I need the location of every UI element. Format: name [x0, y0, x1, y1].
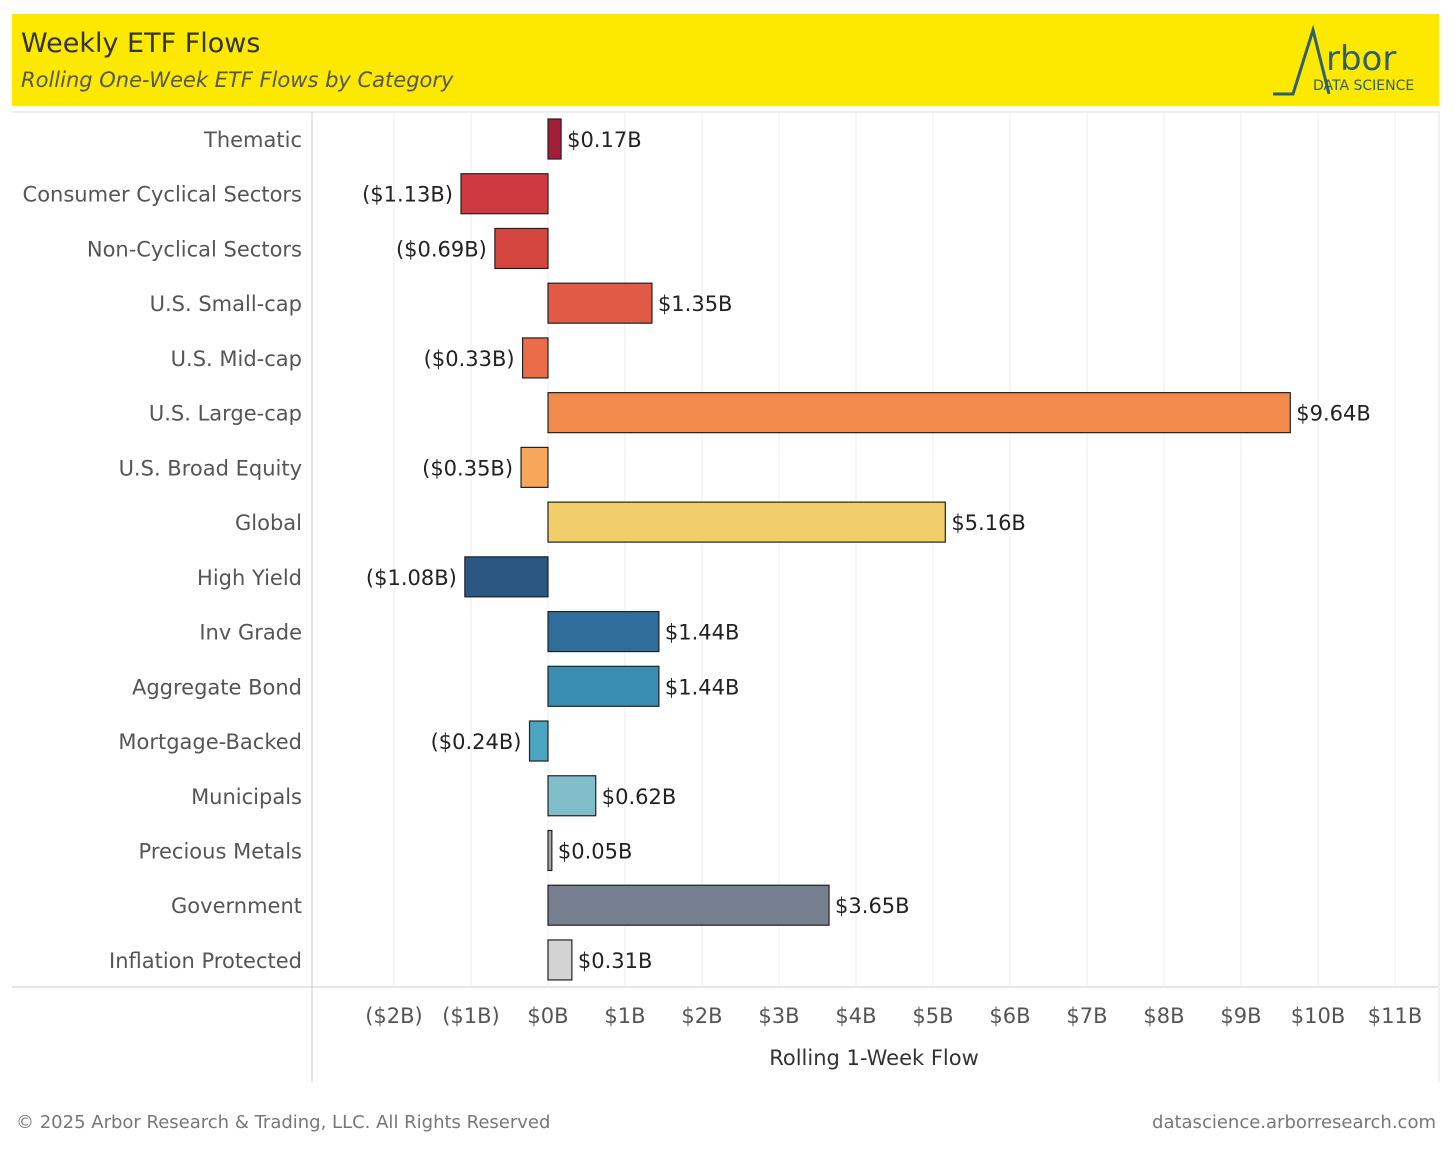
- bar: [460, 173, 549, 215]
- x-tick-label: $7B: [1066, 1004, 1107, 1028]
- copyright-text: © 2025 Arbor Research & Trading, LLC. Al…: [16, 1112, 551, 1133]
- category-label: Global: [235, 511, 302, 535]
- x-tick-label: $0B: [527, 1004, 568, 1028]
- category-label: Municipals: [191, 785, 302, 809]
- category-label: Precious Metals: [139, 839, 302, 863]
- value-label: $0.05B: [558, 839, 633, 863]
- value-label: ($0.35B): [422, 456, 513, 480]
- value-label: $0.62B: [602, 785, 677, 809]
- value-label: $0.31B: [578, 949, 653, 973]
- value-label: ($1.08B): [366, 566, 457, 590]
- x-tick-label: $9B: [1220, 1004, 1261, 1028]
- category-label: Non-Cyclical Sectors: [87, 237, 302, 261]
- x-tick-label: $5B: [912, 1004, 953, 1028]
- category-label: Consumer Cyclical Sectors: [23, 183, 302, 207]
- value-label: ($0.69B): [396, 237, 487, 261]
- value-label: ($0.33B): [424, 347, 515, 371]
- category-label: Government: [171, 894, 302, 918]
- x-tick-label: $6B: [989, 1004, 1030, 1028]
- category-label: Thematic: [203, 128, 302, 152]
- bar: [547, 501, 946, 543]
- value-label: ($1.13B): [362, 183, 453, 207]
- x-tick-label: $10B: [1291, 1004, 1346, 1028]
- bar: [464, 556, 549, 598]
- category-label: Inv Grade: [199, 621, 302, 645]
- arbor-logo: rbor DATA SCIENCE: [1273, 24, 1414, 96]
- category-label: High Yield: [197, 566, 302, 590]
- chart-title: Weekly ETF Flows: [21, 28, 261, 59]
- bar: [547, 282, 653, 324]
- website-link[interactable]: datascience.arborresearch.com: [1152, 1112, 1436, 1133]
- x-tick-label: $4B: [835, 1004, 876, 1028]
- header-banner: Weekly ETF Flows Rolling One-Week ETF Fl…: [12, 14, 1439, 106]
- value-label: $5.16B: [951, 511, 1026, 535]
- bar: [547, 610, 660, 653]
- value-label: $1.44B: [665, 675, 740, 699]
- category-label: U.S. Mid-cap: [171, 347, 302, 371]
- bar: [547, 775, 597, 817]
- bar: [547, 884, 830, 926]
- svg-text:DATA SCIENCE: DATA SCIENCE: [1313, 78, 1414, 94]
- bar: [521, 337, 549, 379]
- category-label: U.S. Broad Equity: [119, 456, 302, 480]
- category-label: Aggregate Bond: [132, 675, 302, 699]
- x-tick-label: ($1B): [442, 1004, 500, 1028]
- svg-text:rbor: rbor: [1326, 39, 1396, 79]
- x-tick-label: $1B: [604, 1004, 645, 1028]
- bar: [547, 829, 553, 872]
- x-tick-label: $11B: [1368, 1004, 1423, 1028]
- value-label: ($0.24B): [431, 730, 522, 754]
- x-tick-label: $2B: [681, 1004, 722, 1028]
- value-label: $1.44B: [665, 621, 740, 645]
- bar: [520, 446, 549, 488]
- category-label: Mortgage-Backed: [118, 730, 302, 754]
- x-tick-label: $8B: [1143, 1004, 1184, 1028]
- category-label: U.S. Large-cap: [149, 402, 302, 426]
- bar: [547, 392, 1291, 434]
- value-label: $9.64B: [1296, 402, 1371, 426]
- x-axis-title: Rolling 1-Week Flow: [769, 1046, 979, 1070]
- category-label: U.S. Small-cap: [150, 292, 302, 316]
- x-tick-label: ($2B): [365, 1004, 423, 1028]
- bar: [494, 227, 549, 270]
- value-label: $1.35B: [658, 292, 733, 316]
- bar: [547, 118, 562, 160]
- x-tick-label: $3B: [758, 1004, 799, 1028]
- chart-subtitle: Rolling One-Week ETF Flows by Category: [21, 68, 454, 92]
- value-label: $3.65B: [835, 894, 910, 918]
- bar: [547, 939, 573, 981]
- bar: [547, 665, 660, 707]
- category-label: Inflation Protected: [109, 949, 302, 973]
- bar: [528, 720, 549, 762]
- value-label: $0.17B: [567, 128, 642, 152]
